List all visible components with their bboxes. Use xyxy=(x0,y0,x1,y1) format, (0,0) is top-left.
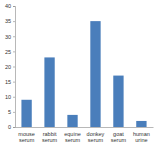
y-tick: 5 xyxy=(8,109,15,115)
x-tick-label-line: urine xyxy=(135,137,147,143)
bar xyxy=(113,76,123,127)
y-tick: 0 xyxy=(8,124,15,130)
y-tick: 10 xyxy=(5,94,15,100)
y-axis-line xyxy=(13,7,16,128)
plot: 0510152025303540mouseserumrabbitserumequ… xyxy=(5,3,154,143)
y-tick-label: 25 xyxy=(5,49,11,55)
y-tick-label: 0 xyxy=(8,124,11,130)
x-tick-label-line: serum xyxy=(42,137,58,143)
bar xyxy=(90,21,100,127)
x-tick-label: donkeyserum xyxy=(87,131,105,143)
x-tick-label-line: human xyxy=(133,131,150,137)
x-tick: rabbitserum xyxy=(42,127,58,143)
y-tick-mark xyxy=(13,67,15,68)
y-tick: 40 xyxy=(5,3,15,9)
bar xyxy=(21,100,31,127)
x-tick-label-line: donkey xyxy=(87,131,105,137)
y-tick-label: 10 xyxy=(5,94,11,100)
y-tick: 30 xyxy=(5,34,15,40)
x-tick-label-line: serum xyxy=(19,137,35,143)
x-tick: donkeyserum xyxy=(87,127,105,143)
y-tick-mark xyxy=(13,97,15,98)
bars xyxy=(21,21,146,127)
x-tick-label-line: serum xyxy=(88,137,104,143)
x-tick-label: mouseserum xyxy=(18,131,35,143)
x-tick-label-line: equine xyxy=(64,131,81,137)
x-tick-label-line: goat xyxy=(113,131,124,137)
y-tick: 20 xyxy=(5,64,15,70)
y-tick-mark xyxy=(13,127,15,128)
bar xyxy=(136,121,146,127)
x-tick-label-line: serum xyxy=(65,137,81,143)
x-tick: mouseserum xyxy=(18,127,35,143)
y-tick-mark xyxy=(13,36,15,37)
y-tick-mark xyxy=(13,51,15,52)
chart: 0510152025303540mouseserumrabbitserumequ… xyxy=(0,0,156,156)
x-tick-label-line: serum xyxy=(111,137,127,143)
y-tick-label: 15 xyxy=(5,79,11,85)
x-tick-label-line: rabbit xyxy=(43,131,57,137)
x-tick-label: humanurine xyxy=(133,131,150,143)
bar xyxy=(44,57,54,127)
bar xyxy=(67,115,77,127)
x-tick: equineserum xyxy=(64,127,81,143)
y-tick-label: 40 xyxy=(5,3,11,9)
y-tick-mark xyxy=(13,6,15,7)
x-tick-label: equineserum xyxy=(64,131,81,143)
y-tick: 15 xyxy=(5,79,15,85)
y-tick-mark xyxy=(13,21,15,22)
x-tick: humanurine xyxy=(133,127,150,143)
x-axis-line xyxy=(16,127,154,128)
x-axis: mouseserumrabbitserumequineserumdonkeyse… xyxy=(16,127,154,143)
x-tick: goatserum xyxy=(111,127,127,143)
x-tick-label: rabbitserum xyxy=(42,131,58,143)
x-tick-label-line: mouse xyxy=(18,131,35,137)
y-tick-label: 30 xyxy=(5,34,11,40)
y-tick-mark xyxy=(13,112,15,113)
y-tick-mark xyxy=(13,82,15,83)
y-tick-label: 20 xyxy=(5,64,11,70)
y-tick: 25 xyxy=(5,49,15,55)
y-tick-label: 35 xyxy=(5,18,11,24)
y-tick-label: 5 xyxy=(8,109,11,115)
x-tick-label: goatserum xyxy=(111,131,127,143)
y-tick: 35 xyxy=(5,18,15,24)
y-axis: 0 5 10 15 20 25 30 35 40 xyxy=(5,3,16,130)
